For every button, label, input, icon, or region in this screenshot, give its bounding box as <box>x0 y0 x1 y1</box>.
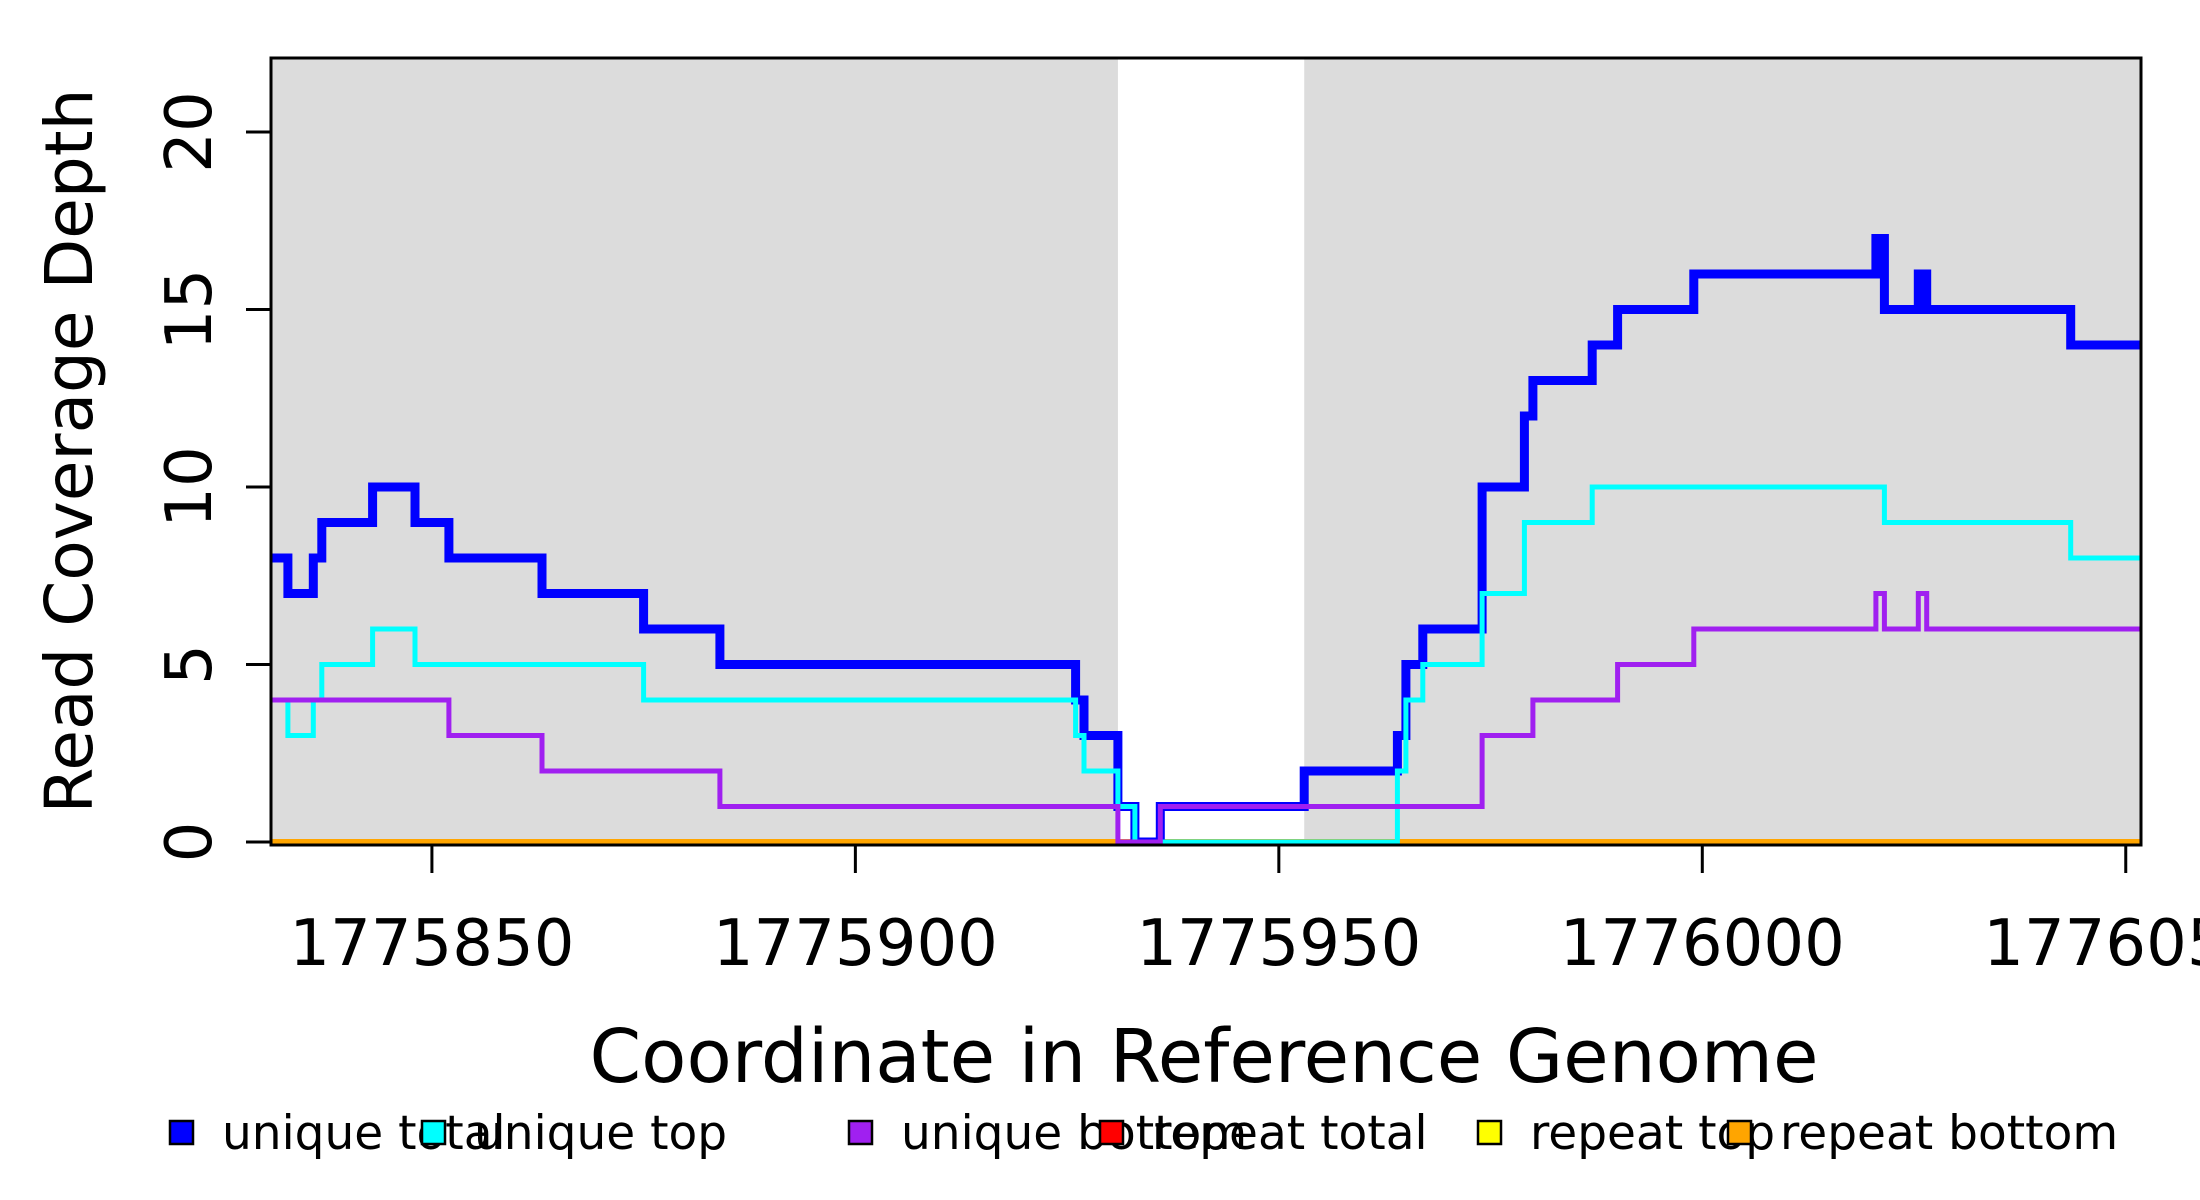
x-tick-label: 1775850 <box>289 907 574 981</box>
legend-swatch-unique-total <box>168 1119 195 1146</box>
series-unique-bottom <box>271 591 2141 845</box>
legend-label-unique-bottom: unique bottom <box>901 1106 1247 1161</box>
legend-swatch-repeat-bottom <box>1726 1119 1753 1146</box>
y-axis-title: Read Coverage Depth <box>31 88 108 813</box>
legend-swatch-unique-top <box>420 1119 447 1146</box>
x-tick-label: 1775900 <box>713 907 998 981</box>
legend-label-unique-total: unique total <box>222 1106 506 1161</box>
x-tick-label: 1776000 <box>1560 907 1845 981</box>
y-axis: 0 5 10 15 20 <box>153 91 271 862</box>
series-unique-total <box>271 234 2141 847</box>
x-tick-label: 1775950 <box>1136 907 1421 981</box>
x-axis-title: Coordinate in Reference Genome <box>590 1014 1819 1100</box>
shaded-regions <box>271 58 2141 845</box>
legend-label-repeat-total: repeat total <box>1152 1106 1428 1161</box>
shaded-region <box>271 58 1118 845</box>
y-tick-label: 10 <box>153 446 227 527</box>
x-tick-label: 1776050 <box>1983 907 2200 981</box>
legend-swatch-repeat-top <box>1476 1119 1503 1146</box>
y-tick-label: 20 <box>153 91 227 172</box>
x-axis: 1775850 1775900 1775950 1776000 1776050 <box>289 845 2200 981</box>
plot-box <box>269 56 2143 847</box>
series-lines <box>271 234 2141 847</box>
y-tick-label: 0 <box>153 822 227 863</box>
series-unique-top <box>271 484 2141 845</box>
legend-swatch-unique-bottom <box>847 1119 874 1146</box>
y-tick-label: 5 <box>153 644 227 685</box>
legend-swatch-repeat-total <box>1098 1119 1125 1146</box>
legend-label-unique-top: unique top <box>474 1106 727 1161</box>
shaded-region <box>1304 58 2141 845</box>
legend-label-repeat-bottom: repeat bottom <box>1780 1106 2118 1161</box>
y-tick-label: 15 <box>153 269 227 350</box>
